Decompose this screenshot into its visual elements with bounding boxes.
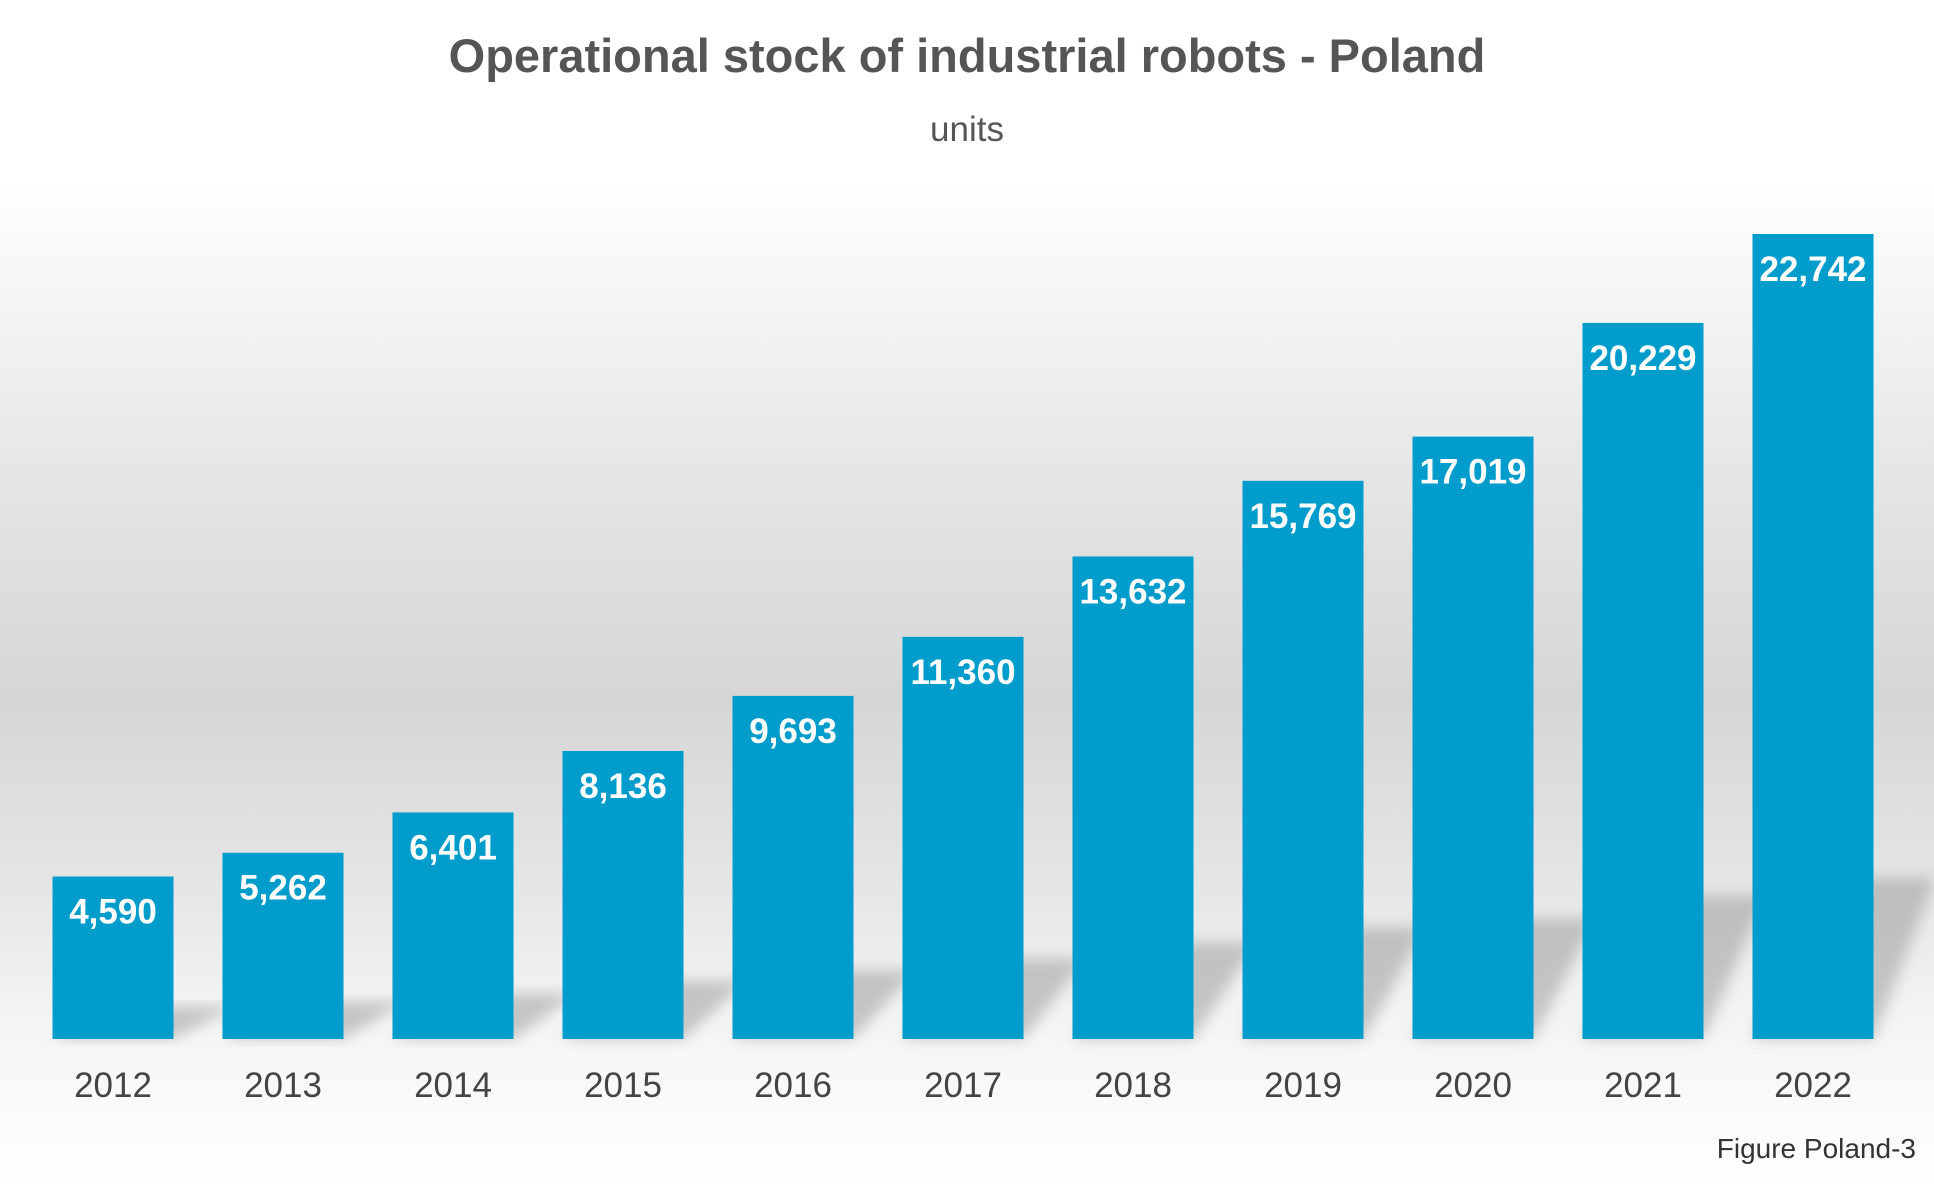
- data-label-2014: 6,401: [409, 828, 497, 867]
- x-tick-2014: 2014: [414, 1066, 492, 1105]
- bar-2021: [1582, 322, 1704, 1039]
- figure-caption: Figure Poland-3: [1716, 1133, 1916, 1164]
- x-tick-2020: 2020: [1434, 1066, 1512, 1105]
- x-axis-tick-labels: 2012 2013 2014 2015 2016 2017 2018 2019 2020 2021…: [74, 1066, 1852, 1105]
- x-tick-2022: 2022: [1774, 1066, 1852, 1105]
- x-tick-2017: 2017: [924, 1066, 1002, 1105]
- bar-2022: [1752, 234, 1874, 1039]
- bar-2015: [562, 751, 684, 1039]
- data-labels: 4,590 5,262 6,401 8,136 9,693 11,360 13,632 15,…: [69, 250, 1866, 932]
- bar-2019: [1242, 480, 1364, 1039]
- x-tick-2018: 2018: [1094, 1066, 1172, 1105]
- data-label-2019: 15,769: [1249, 497, 1356, 536]
- x-tick-2012: 2012: [74, 1066, 152, 1105]
- bar-2016: [732, 695, 854, 1039]
- chart-title: Operational stock of industrial robots -…: [448, 29, 1486, 82]
- x-tick-2021: 2021: [1604, 1066, 1682, 1105]
- bars: [52, 234, 1874, 1039]
- x-tick-2016: 2016: [754, 1066, 832, 1105]
- bar-2012: [52, 876, 174, 1039]
- data-label-2020: 17,019: [1419, 453, 1526, 492]
- x-tick-2019: 2019: [1264, 1066, 1342, 1105]
- data-label-2015: 8,136: [579, 767, 667, 806]
- x-tick-2015: 2015: [584, 1066, 662, 1105]
- bar-2017: [902, 636, 1024, 1039]
- data-label-2017: 11,360: [910, 653, 1015, 692]
- bar-2013: [222, 852, 344, 1039]
- data-label-2021: 20,229: [1589, 339, 1696, 378]
- bar-2020: [1412, 436, 1534, 1039]
- bar-2014: [392, 812, 514, 1039]
- data-label-2018: 13,632: [1079, 572, 1186, 611]
- bar-2018: [1072, 556, 1194, 1039]
- data-label-2022: 22,742: [1759, 250, 1866, 289]
- data-label-2016: 9,693: [749, 712, 837, 751]
- x-tick-2013: 2013: [244, 1066, 322, 1105]
- chart-subtitle: units: [930, 110, 1004, 149]
- data-label-2012: 4,590: [69, 893, 157, 932]
- data-label-2013: 5,262: [239, 869, 327, 908]
